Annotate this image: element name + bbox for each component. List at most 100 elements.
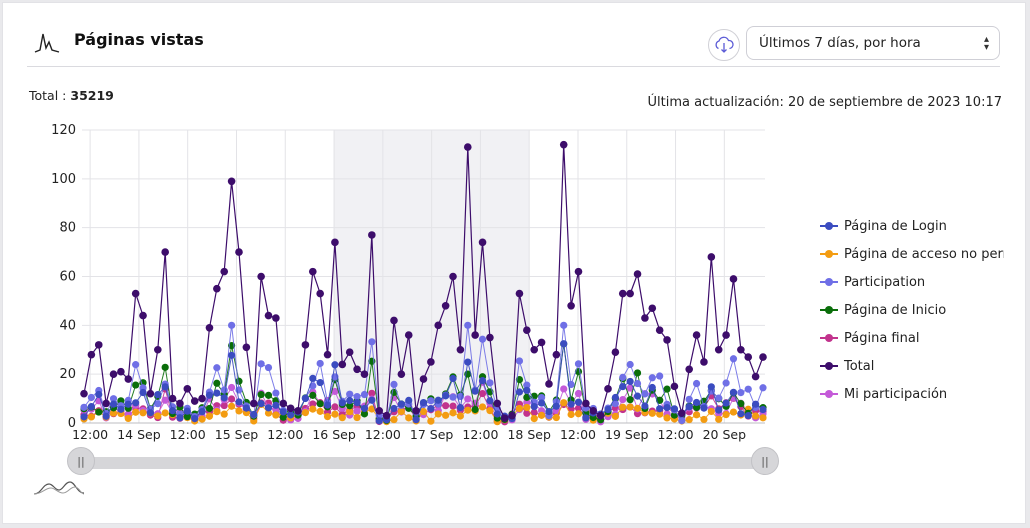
legend-item[interactable]: Página final	[820, 324, 1004, 352]
data-point-total	[220, 267, 229, 276]
data-point	[191, 414, 199, 423]
data-point	[449, 409, 457, 417]
navigator-track[interactable]	[86, 457, 762, 469]
data-point-total	[537, 338, 546, 347]
data-point-total	[161, 248, 169, 256]
data-point	[353, 407, 361, 415]
x-tick-label: 16 Sep	[312, 427, 356, 442]
data-point	[478, 376, 487, 385]
data-point	[287, 411, 295, 419]
data-point	[346, 396, 354, 405]
data-point	[574, 398, 583, 406]
data-point	[87, 413, 95, 421]
data-point-total	[611, 348, 620, 356]
legend-item[interactable]: Página de Inicio	[820, 296, 1004, 324]
data-point	[611, 393, 619, 402]
data-point-total	[272, 314, 280, 322]
data-point	[168, 407, 177, 415]
data-point-total	[678, 409, 686, 418]
download-button[interactable]	[708, 29, 740, 61]
data-point-total	[582, 399, 590, 408]
data-point	[338, 414, 346, 422]
data-point	[264, 391, 273, 399]
data-point-total	[360, 370, 369, 378]
data-point	[523, 403, 531, 412]
data-point	[353, 399, 361, 407]
data-point	[109, 409, 118, 417]
data-point	[567, 400, 575, 408]
data-point	[759, 384, 767, 392]
data-point-total	[729, 275, 738, 283]
data-point	[412, 416, 420, 424]
data-point	[656, 372, 664, 380]
data-point	[242, 404, 250, 412]
data-point	[220, 386, 228, 394]
data-point	[626, 396, 634, 404]
x-tick-label: 12:00	[365, 427, 401, 442]
data-point-total	[213, 284, 221, 293]
data-point	[692, 398, 701, 407]
data-point	[692, 379, 701, 388]
navigator-handle-right[interactable]: ||	[751, 447, 779, 475]
data-point	[604, 405, 612, 414]
data-point	[707, 407, 715, 416]
data-point	[301, 409, 310, 417]
data-point	[161, 363, 169, 371]
data-point	[434, 396, 442, 404]
data-point-total	[102, 399, 110, 408]
data-point-total	[176, 399, 184, 408]
legend-item[interactable]: Página de acceso no permitido	[820, 240, 1004, 268]
x-tick-label: 12:00	[560, 427, 596, 442]
legend-item[interactable]: Mi participación	[820, 380, 1004, 408]
data-point	[611, 399, 619, 408]
data-point	[626, 360, 634, 369]
data-point-total	[190, 397, 199, 405]
data-point	[161, 383, 169, 391]
data-point	[331, 361, 339, 369]
x-tick-label: 17 Sep	[410, 427, 454, 442]
data-point-total	[345, 348, 354, 356]
data-point-total	[523, 326, 531, 335]
data-point-total	[478, 238, 487, 247]
data-point	[95, 390, 103, 399]
data-point-total	[154, 345, 162, 354]
data-point	[442, 402, 450, 410]
data-point	[397, 400, 405, 408]
data-point	[442, 392, 450, 400]
data-point	[250, 410, 258, 419]
data-point	[405, 414, 413, 422]
data-point	[87, 402, 95, 411]
data-point	[360, 410, 369, 418]
header-divider	[27, 66, 1000, 67]
data-point	[722, 379, 730, 387]
legend-item[interactable]: Participation	[820, 268, 1004, 296]
data-point-total	[264, 311, 273, 320]
data-point	[316, 359, 324, 368]
data-point-total	[117, 367, 125, 376]
data-point	[552, 413, 560, 422]
data-point-total	[441, 302, 450, 310]
y-tick-label: 40	[59, 318, 76, 333]
x-tick-label: 14 Sep	[117, 427, 161, 442]
data-point	[700, 415, 708, 424]
data-point	[633, 404, 642, 412]
data-point	[124, 400, 132, 408]
navigator-handle-left[interactable]: ||	[67, 447, 95, 475]
data-point	[456, 412, 465, 420]
data-point-total	[390, 316, 398, 325]
legend-item[interactable]: Total	[820, 352, 1004, 380]
data-point	[323, 401, 332, 409]
data-point	[663, 385, 671, 393]
x-tick-label: 12:00	[170, 427, 206, 442]
data-point	[198, 408, 206, 416]
data-point	[331, 403, 339, 411]
data-point	[109, 395, 118, 403]
y-tick-label: 20	[59, 367, 76, 382]
legend-item[interactable]: Página de Login	[820, 212, 1004, 240]
data-point	[737, 410, 745, 418]
data-point	[523, 393, 531, 401]
data-point	[213, 364, 221, 372]
data-point	[331, 410, 339, 418]
data-point-total	[508, 411, 516, 420]
range-select[interactable]: Últimos 7 días, por hora ▴ ▾	[746, 26, 1000, 60]
